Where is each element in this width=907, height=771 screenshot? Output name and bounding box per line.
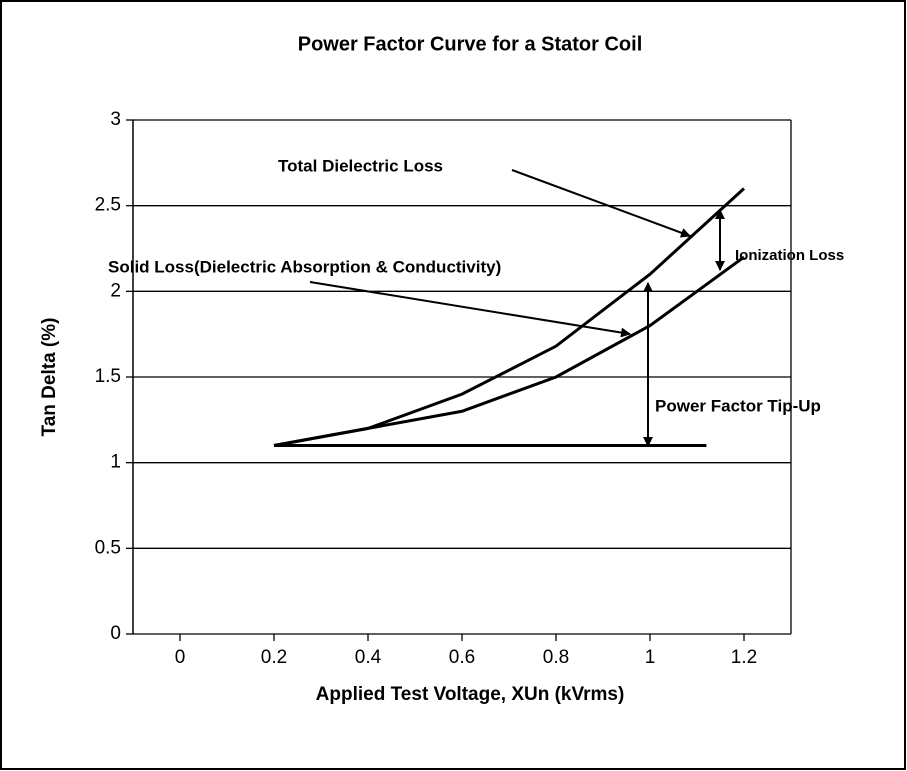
y-tick-label: 3 <box>110 109 121 130</box>
y-tick-label: 1.5 <box>95 366 121 387</box>
annotation: Total Dielectric Loss <box>278 156 443 175</box>
series-line <box>273 255 745 448</box>
y-tick-label: 2.5 <box>95 195 121 216</box>
annotation: Ionization Loss <box>735 247 844 264</box>
annotation: Solid Loss(Dielectric Absorption & Condu… <box>108 257 501 276</box>
y-tick-label: 1 <box>110 452 121 473</box>
x-tick-label: 0 <box>175 647 186 668</box>
x-tick-label: 0.8 <box>543 647 569 668</box>
annotation-arrow <box>309 281 631 338</box>
y-tick-label: 0 <box>110 623 121 644</box>
annotation: Power Factor Tip-Up <box>655 396 821 415</box>
x-tick-label: 0.4 <box>355 647 382 668</box>
y-axis-label: Tan Delta (%) <box>39 318 60 437</box>
chart-title: Power Factor Curve for a Stator Coil <box>298 33 643 55</box>
x-tick-label: 0.6 <box>449 647 475 668</box>
x-tick-label: 1 <box>645 647 656 668</box>
x-axis-label: Applied Test Voltage, XUn (kVrms) <box>316 684 625 705</box>
y-tick-label: 2 <box>110 280 121 301</box>
y-tick-label: 0.5 <box>95 537 121 558</box>
annotation-arrow <box>511 169 691 238</box>
x-tick-label: 0.2 <box>261 647 287 668</box>
x-tick-label: 1.2 <box>731 647 757 668</box>
